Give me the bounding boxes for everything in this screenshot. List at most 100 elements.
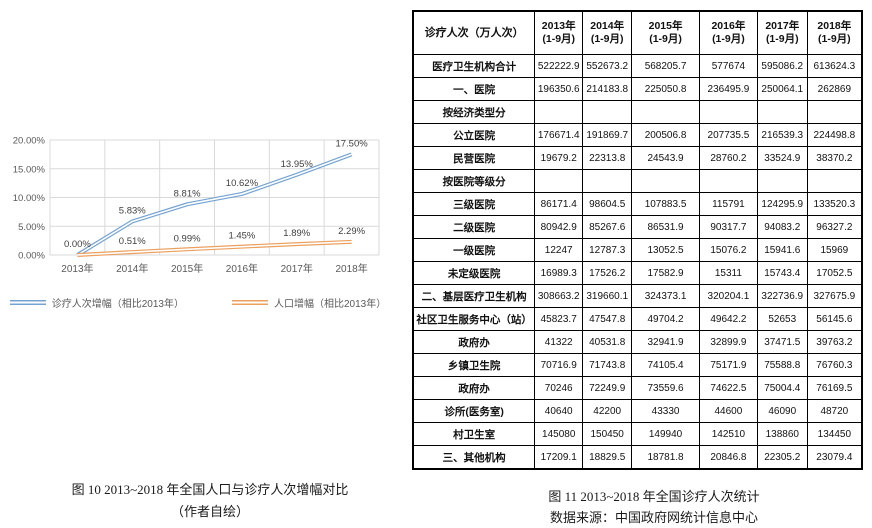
cell-value: 225050.8 <box>631 77 700 101</box>
period-text: (1-9月) <box>765 33 799 45</box>
cell-value: 80942.9 <box>534 215 584 239</box>
cell-value: 37471.5 <box>756 330 808 354</box>
cell-value: 107883.5 <box>631 192 700 216</box>
cell-value: 94083.2 <box>756 215 808 239</box>
table-corner-header: 诊疗人次（万人次） <box>412 10 536 55</box>
cell-value: 145080 <box>534 422 584 446</box>
cell-value: 17052.5 <box>806 261 863 285</box>
figure10-caption-line1: 图 10 2013~2018 年全国人口与诊疗人次增幅对比 <box>71 482 349 497</box>
cell-value: 115791 <box>698 192 758 216</box>
stats-table: 诊疗人次（万人次） 2013年 (1-9月) 2014年 (1-9月) 2015年 (1-9… <box>412 10 863 470</box>
cell-value: 90317.7 <box>698 215 758 239</box>
figure11-caption-line2: 数据来源：中国政府网统计信息中心 <box>549 510 758 525</box>
cell-value: 124295.9 <box>756 192 808 216</box>
cell-value: 568205.7 <box>631 54 700 78</box>
cell-value: 262869 <box>806 77 863 101</box>
cell-value: 214183.8 <box>582 77 633 101</box>
cell-value: 12247 <box>534 238 584 262</box>
cell-value <box>756 169 808 193</box>
cell-value: 196350.6 <box>534 77 584 101</box>
row-label: 政府办 <box>412 376 536 400</box>
legend-line-sample <box>232 300 268 305</box>
cell-value: 17582.9 <box>631 261 700 285</box>
figure10-caption-line2: （作者自绘） <box>170 504 249 519</box>
cell-value: 74105.4 <box>631 353 700 377</box>
cell-value: 56145.6 <box>806 307 863 331</box>
cell-value: 595086.2 <box>756 54 808 78</box>
cell-value: 320204.1 <box>698 284 758 308</box>
table-year-header: 2014年 (1-9月) <box>582 10 633 55</box>
cell-value: 32899.9 <box>698 330 758 354</box>
cell-value: 33524.9 <box>756 146 808 170</box>
row-label: 三、其他机构 <box>412 445 536 470</box>
row-label: 医疗卫生机构合计 <box>412 54 536 78</box>
cell-value <box>631 100 700 124</box>
cell-value: 15941.6 <box>756 238 808 262</box>
table-year-header: 2015年 (1-9月) <box>631 10 700 55</box>
cell-value: 150450 <box>582 422 633 446</box>
x-tick-label: 2018年 <box>335 262 367 275</box>
period-text: (1-9月) <box>649 33 682 45</box>
cell-value: 73559.6 <box>631 376 700 400</box>
row-label: 公立医院 <box>412 123 536 147</box>
figure10-chart-block: 0.00% 5.00% 10.00% 15.00% 20.00% 2013年 2014年 20… <box>2 128 394 310</box>
table-row: 民营医院 19679.2 22313.8 24543.9 28760.2 33524.9 3… <box>412 146 863 170</box>
cell-value: 75171.9 <box>698 353 758 377</box>
table-year-header: 2018年 (1-9月) <box>806 10 863 55</box>
cell-value: 28760.2 <box>698 146 758 170</box>
data-label: 5.83% <box>119 205 146 216</box>
year-text: 2016年 <box>711 20 746 32</box>
cell-value: 52653 <box>756 307 808 331</box>
cell-value: 70716.9 <box>534 353 584 377</box>
table-row: 一、医院 196350.6 214183.8 225050.8 236495.9 2500… <box>412 77 863 101</box>
table-row: 三、其他机构 17209.1 18829.5 18781.8 20846.8 22305.… <box>412 445 863 470</box>
cell-value: 613624.3 <box>806 54 863 78</box>
cell-value: 133520.3 <box>806 192 863 216</box>
cell-value: 17209.1 <box>534 445 584 470</box>
row-label: 三级医院 <box>412 192 536 216</box>
cell-value: 38370.2 <box>806 146 863 170</box>
cell-value: 39763.2 <box>806 330 863 354</box>
table-row: 一级医院 12247 12787.3 13052.5 15076.2 15941.6 159… <box>412 238 863 262</box>
data-label: 8.81% <box>174 188 201 199</box>
cell-value <box>631 169 700 193</box>
cell-value: 71743.8 <box>582 353 633 377</box>
data-label: 2.29% <box>338 226 365 237</box>
table-row: 医疗卫生机构合计 522222.9 552673.2 568205.7 577674 59… <box>412 54 863 78</box>
data-label: 0.00% <box>64 239 91 250</box>
cell-value: 18829.5 <box>582 445 633 470</box>
cell-value: 41322 <box>534 330 584 354</box>
row-label: 诊所(医务室) <box>412 399 536 423</box>
legend-label: 人口增幅（相比2013年） <box>274 299 387 310</box>
table-row: 二、基层医疗卫生机构 308663.2 319660.1 324373.1 320204… <box>412 284 863 308</box>
year-text: 2017年 <box>765 20 800 32</box>
cell-value: 49704.2 <box>631 307 700 331</box>
cell-value <box>582 169 633 193</box>
table-row: 社区卫生服务中心（站） 45823.7 47547.8 49704.2 49642.2 5… <box>412 307 863 331</box>
cell-value: 40531.8 <box>582 330 633 354</box>
row-label: 社区卫生服务中心（站） <box>412 307 536 331</box>
row-label: 二级医院 <box>412 215 536 239</box>
year-text: 2018年 <box>817 20 852 32</box>
cell-value: 200506.8 <box>631 123 700 147</box>
cell-value: 48720 <box>806 399 863 423</box>
table-row: 按经济类型分 <box>412 100 863 124</box>
cell-value: 12787.3 <box>582 238 633 262</box>
cell-value: 142510 <box>698 422 758 446</box>
data-label: 1.89% <box>283 228 310 239</box>
data-label: 17.50% <box>335 138 368 149</box>
cell-value: 522222.9 <box>534 54 584 78</box>
x-tick-label: 2016年 <box>226 262 258 275</box>
cell-value: 70246 <box>534 376 584 400</box>
x-tick-label: 2015年 <box>171 262 203 275</box>
x-tick-label: 2014年 <box>116 262 148 275</box>
cell-value: 138860 <box>756 422 808 446</box>
cell-value: 15076.2 <box>698 238 758 262</box>
cell-value: 236495.9 <box>698 77 758 101</box>
cell-value: 40640 <box>534 399 584 423</box>
table-row: 未定级医院 16989.3 17526.2 17582.9 15311 15743.4 17… <box>412 261 863 285</box>
row-label: 二、基层医疗卫生机构 <box>412 284 536 308</box>
table-year-header: 2016年 (1-9月) <box>698 10 758 55</box>
cell-value: 216539.3 <box>756 123 808 147</box>
series-line-core-1 <box>77 241 352 256</box>
